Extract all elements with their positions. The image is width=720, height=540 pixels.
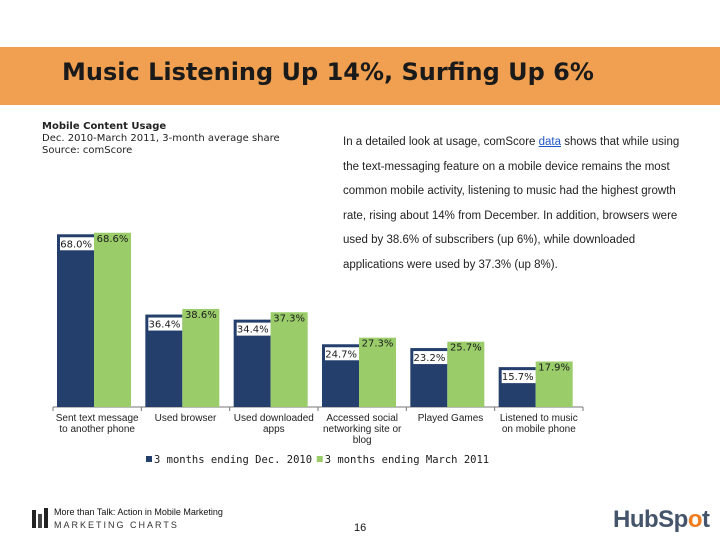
data-label: 24.7% <box>325 349 357 360</box>
category-label: Accessed social <box>326 413 398 424</box>
data-label: 38.6% <box>185 310 217 321</box>
data-label-background <box>60 237 94 251</box>
bar-mar-2011 <box>270 312 308 407</box>
data-label: 27.3% <box>362 339 394 350</box>
category-label: Sent text message <box>56 413 139 424</box>
data-label: 17.9% <box>538 363 570 374</box>
footer-line2: MARKETING CHARTS <box>54 520 179 530</box>
category-label: Used browser <box>155 413 217 424</box>
category-label: Used downloaded <box>234 413 314 424</box>
chart-meta: Mobile Content Usage Dec. 2010-March 201… <box>42 121 280 157</box>
data-label: 25.7% <box>450 343 482 354</box>
chart-source: Source: comScore <box>42 145 133 156</box>
data-label: 37.3% <box>273 313 305 324</box>
legend-swatch <box>316 456 323 462</box>
data-label-background <box>148 317 183 331</box>
data-label: 23.2% <box>414 353 446 364</box>
data-label: 34.4% <box>237 325 269 336</box>
data-label-background <box>325 347 359 361</box>
chart-name: Mobile Content Usage <box>42 121 167 132</box>
category-label: blog <box>353 435 372 446</box>
bar-mar-2011 <box>94 232 131 407</box>
data-label-background <box>236 322 271 336</box>
title-band: Music Listening Up 14%, Surfing Up 6% <box>0 47 720 105</box>
data-label-background <box>413 351 448 365</box>
slide-title: Music Listening Up 14%, Surfing Up 6% <box>62 58 594 86</box>
data-link[interactable]: data <box>538 136 562 148</box>
legend-label: 3 months ending Dec. 2010 <box>154 454 312 466</box>
category-label: Listened to music <box>500 413 578 424</box>
data-label: 68.0% <box>60 239 92 250</box>
data-label: 36.4% <box>149 320 181 331</box>
category-label: to another phone <box>59 424 135 435</box>
logo-text-main: HubSp <box>613 506 688 533</box>
footer-line1: More than Talk: Action in Mobile Marketi… <box>54 507 223 517</box>
bar-mar-2011 <box>182 308 220 407</box>
legend-label: 3 months ending March 2011 <box>325 454 489 466</box>
description: In a detailed look at usage, comScore da… <box>343 130 683 278</box>
bar-dec-2010 <box>57 234 94 407</box>
description-text-2: shows that while using the text-messagin… <box>343 136 680 271</box>
data-label: 15.7% <box>502 372 534 383</box>
category-label: apps <box>263 424 285 435</box>
bar-mar-2011 <box>447 341 485 407</box>
category-label: on mobile phone <box>502 424 576 435</box>
hubspot-logo: HubSpot <box>613 506 710 534</box>
bar-mar-2011 <box>535 361 573 407</box>
logo-text-end: t <box>702 506 710 533</box>
data-label-background <box>501 370 536 384</box>
marketing-charts-logo-icon <box>32 508 48 528</box>
data-label: 68.6% <box>97 234 129 245</box>
category-label: networking site or <box>323 424 402 435</box>
bar-mar-2011 <box>359 337 396 407</box>
category-label: Played Games <box>418 413 484 424</box>
description-text-1: In a detailed look at usage, comScore <box>343 136 539 148</box>
chart-period: Dec. 2010-March 2011, 3-month average sh… <box>42 133 280 144</box>
logo-sprocket-icon: o <box>687 506 703 533</box>
legend-swatch <box>146 456 152 462</box>
page-number: 16 <box>354 522 367 534</box>
